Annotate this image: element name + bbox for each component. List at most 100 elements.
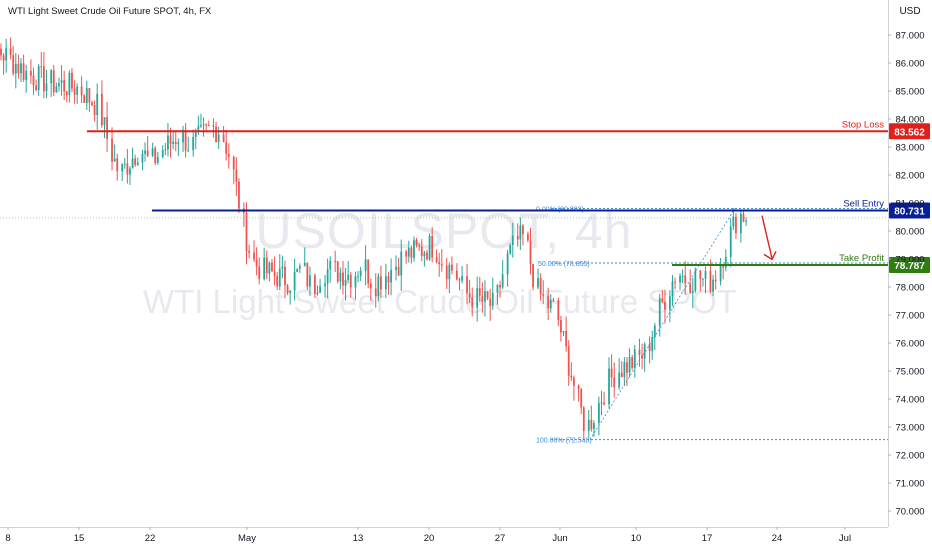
candle	[674, 277, 676, 290]
candle-body	[557, 300, 560, 321]
x-tick-label: 10	[631, 533, 642, 544]
trade-levels[interactable]: Stop Loss 83.562 Sell Entry 80.731 Take Prof…	[87, 119, 930, 273]
candle	[134, 154, 137, 167]
candle	[481, 282, 484, 313]
candle-body	[169, 135, 172, 144]
candle-body	[620, 372, 623, 377]
candle-body	[339, 272, 342, 282]
candle-body	[418, 245, 421, 247]
candle-body	[364, 259, 367, 271]
candle-body	[423, 252, 426, 256]
candle-body	[587, 419, 590, 432]
candle-body	[681, 275, 684, 277]
candle	[205, 123, 208, 132]
candle	[567, 340, 570, 386]
candle-body	[413, 240, 415, 258]
candle-body	[126, 163, 129, 175]
candle	[661, 289, 664, 304]
candle	[5, 38, 8, 73]
candle-body	[420, 246, 423, 256]
candle	[227, 143, 230, 169]
candle-body	[334, 260, 337, 262]
currency-button[interactable]: USD	[899, 6, 921, 17]
y-tick-label: 80.000	[895, 227, 924, 238]
candle-body	[415, 240, 418, 246]
candle-body	[729, 226, 732, 257]
candle	[212, 118, 215, 138]
candle	[466, 263, 468, 305]
candle-body	[410, 247, 413, 258]
candle	[242, 202, 245, 227]
candle	[603, 391, 605, 406]
candle-body	[329, 260, 332, 270]
candle	[73, 80, 76, 104]
candle	[489, 288, 492, 321]
candle-body	[93, 104, 96, 116]
candle	[113, 144, 116, 162]
candle-body	[633, 349, 636, 368]
candle	[671, 275, 674, 306]
candle	[496, 284, 499, 305]
level-label-sell-entry: Sell Entry	[843, 199, 884, 210]
candle	[560, 315, 562, 342]
candle-body	[702, 278, 704, 280]
candle	[745, 217, 747, 227]
candle	[418, 242, 421, 251]
candle	[415, 237, 418, 248]
candle	[387, 271, 390, 295]
down-arrowhead-icon	[763, 251, 777, 261]
candle	[537, 268, 539, 290]
candle	[501, 260, 504, 289]
candle	[93, 100, 96, 122]
candle-body	[496, 285, 499, 293]
candle-body	[458, 279, 461, 281]
candle	[694, 267, 697, 293]
candle	[638, 338, 641, 367]
candle	[597, 396, 600, 436]
candle	[509, 243, 512, 256]
candle	[235, 157, 238, 196]
candle-body	[40, 66, 43, 68]
candle-body	[590, 419, 593, 430]
candle-body	[438, 262, 441, 264]
candle-body	[369, 283, 372, 289]
candle-body	[111, 138, 113, 162]
candle-body	[565, 330, 568, 347]
candle	[354, 271, 357, 300]
candle-body	[405, 251, 408, 257]
candle	[248, 244, 250, 259]
candle	[593, 420, 595, 437]
candle	[296, 268, 299, 273]
candle	[484, 280, 486, 317]
candle-body	[377, 276, 380, 297]
candle-body	[387, 276, 390, 283]
candle	[440, 249, 443, 272]
candle	[423, 250, 426, 267]
candle-body	[156, 156, 159, 163]
candle-body	[60, 80, 63, 84]
candle	[324, 274, 326, 298]
candle	[742, 211, 745, 223]
candle-body	[426, 252, 428, 260]
candle-body	[714, 279, 717, 282]
candle-body	[732, 216, 735, 227]
candle-body	[651, 337, 654, 352]
candle	[699, 270, 702, 292]
candle-body	[582, 407, 585, 432]
candle-body	[273, 271, 276, 276]
candle-body	[471, 297, 474, 308]
candle-body	[293, 272, 296, 291]
candle-body	[516, 235, 519, 240]
candle	[50, 68, 53, 97]
candle-body	[684, 275, 687, 284]
candle	[9, 37, 12, 60]
candle-body	[225, 142, 228, 154]
candle-body	[121, 164, 124, 172]
candle-body	[52, 70, 55, 93]
candle	[600, 390, 603, 416]
candle	[0, 43, 2, 61]
candle-body	[664, 301, 666, 310]
candle	[306, 262, 309, 290]
